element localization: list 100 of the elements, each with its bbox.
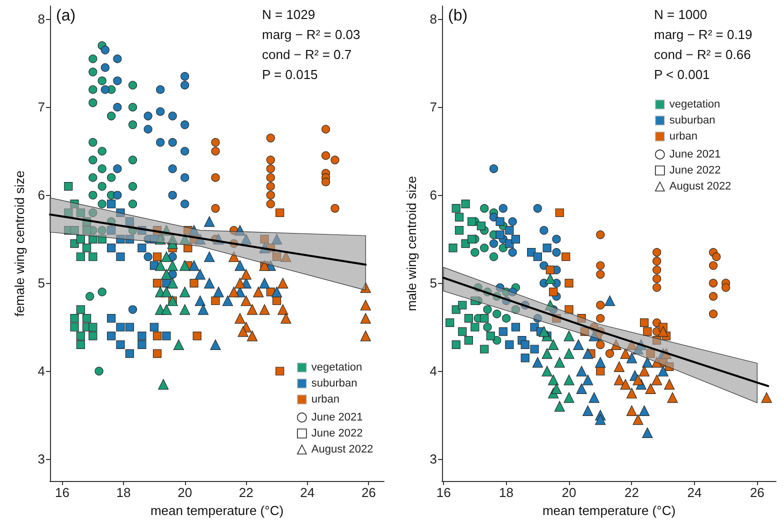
point	[546, 266, 554, 274]
point	[116, 322, 125, 332]
point	[98, 182, 106, 191]
point	[551, 383, 562, 394]
point	[144, 124, 152, 134]
x-axis-title: mean temperature (°C)	[150, 503, 284, 518]
point	[496, 217, 504, 226]
point	[88, 68, 98, 76]
point	[116, 340, 125, 350]
point	[234, 278, 246, 288]
point	[520, 340, 530, 350]
point	[708, 278, 718, 288]
point	[116, 208, 125, 218]
point	[161, 251, 172, 262]
point	[664, 379, 675, 390]
point	[168, 190, 177, 200]
point	[234, 225, 246, 236]
legend-label: urban	[311, 394, 340, 406]
point	[577, 314, 586, 323]
point	[76, 208, 85, 218]
point	[562, 252, 570, 262]
point	[588, 392, 600, 403]
point	[360, 300, 371, 310]
point	[125, 217, 134, 226]
point	[167, 238, 178, 249]
point	[64, 182, 73, 191]
y-tick-label: 8	[38, 12, 45, 27]
point	[665, 362, 674, 372]
point	[483, 322, 492, 332]
point	[708, 261, 718, 270]
point	[470, 248, 480, 257]
point	[128, 102, 138, 112]
point	[228, 286, 240, 298]
point	[86, 292, 94, 301]
point	[70, 322, 79, 332]
point	[180, 146, 190, 156]
point	[483, 305, 492, 314]
point	[211, 204, 220, 213]
point	[467, 217, 476, 226]
point	[144, 112, 152, 120]
point	[605, 349, 614, 358]
point	[652, 266, 662, 274]
point	[596, 366, 605, 376]
point	[542, 366, 552, 376]
point	[180, 72, 190, 81]
point	[446, 318, 454, 328]
point	[70, 314, 79, 323]
x-tick-label: 22	[238, 485, 254, 500]
point	[113, 54, 122, 64]
point	[564, 348, 574, 359]
point	[88, 138, 98, 147]
point	[646, 349, 655, 358]
point	[722, 283, 730, 292]
legend-label: June 2022	[669, 164, 721, 176]
point	[240, 295, 252, 306]
point	[184, 244, 192, 252]
point	[240, 234, 252, 244]
point	[98, 226, 106, 235]
point	[180, 120, 190, 130]
point	[116, 234, 125, 244]
point	[113, 190, 122, 200]
point	[489, 239, 498, 248]
point	[76, 252, 85, 262]
point	[632, 374, 644, 386]
point	[161, 304, 172, 315]
y-tick-label: 7	[430, 100, 437, 115]
point	[168, 164, 177, 174]
point	[652, 374, 662, 386]
y-tick-label: 4	[430, 364, 437, 379]
point	[492, 310, 502, 318]
point	[98, 234, 106, 244]
annotation: (b)	[448, 8, 468, 24]
point	[213, 286, 224, 298]
point	[480, 244, 489, 252]
point	[461, 200, 470, 208]
point	[502, 314, 511, 323]
point	[210, 339, 221, 350]
point	[532, 357, 543, 368]
point	[162, 332, 171, 340]
point	[234, 313, 246, 324]
y-tick-label: 6	[430, 188, 437, 203]
point	[321, 151, 330, 160]
y-tick-label: 5	[430, 276, 437, 291]
point	[88, 252, 98, 262]
point	[542, 244, 552, 252]
point	[280, 313, 292, 324]
point	[470, 296, 480, 306]
point	[190, 278, 198, 288]
point	[638, 366, 650, 376]
point	[498, 244, 508, 252]
point	[626, 405, 638, 416]
point	[180, 260, 190, 271]
point	[125, 349, 134, 358]
point	[582, 405, 594, 416]
point	[106, 226, 116, 235]
point	[476, 222, 486, 230]
point	[194, 295, 206, 306]
point	[614, 374, 624, 386]
annotation: marg − R² = 0.19	[654, 27, 752, 42]
point	[626, 339, 638, 350]
